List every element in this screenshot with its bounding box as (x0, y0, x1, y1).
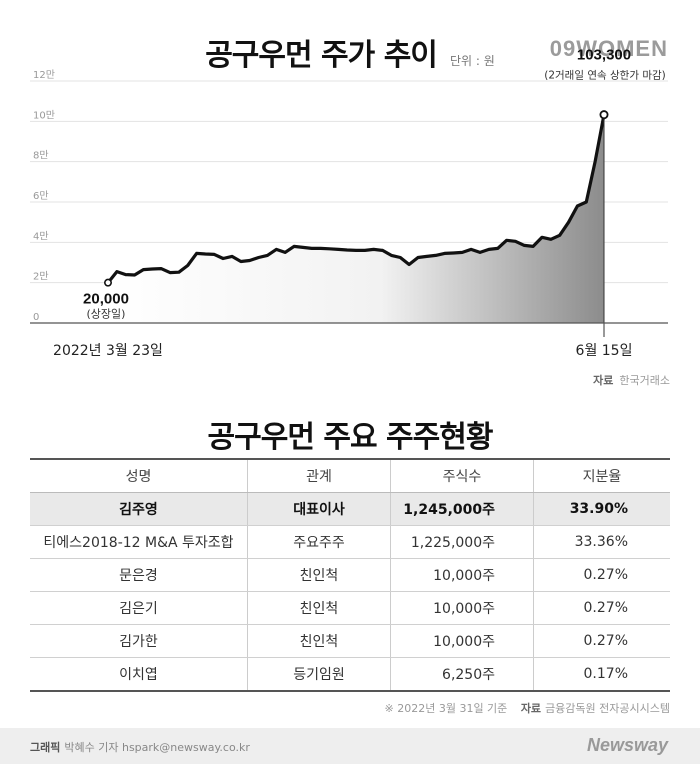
cell-ratio: 0.27% (533, 558, 670, 592)
cell-name: 김은기 (30, 591, 248, 625)
x-end-label: 6월 15일 (576, 343, 633, 359)
start-value-label: 20,000 (83, 291, 129, 308)
header-relation: 관계 (247, 458, 391, 493)
chart-source-label: 자료 (593, 374, 614, 387)
end-value-label: 103,300 (577, 47, 631, 64)
y-tick-label: 12만 (33, 69, 55, 81)
cell-relation: 대표이사 (247, 492, 391, 526)
stock-price-chart: 0 2만 4만 6만 8만 10만 12만 20,000 (상장일) 103,300 (2거… (30, 47, 668, 359)
cell-name: 이치엽 (30, 657, 248, 692)
note-source-text: 금융감독원 전자공시시스템 (545, 702, 670, 715)
table-row: 김은기 친인척 10,000주 0.27% (30, 591, 670, 625)
cell-name: 김가한 (30, 624, 248, 658)
cell-shares: 1,225,000주 (390, 525, 534, 559)
note-source-label: 자료 (520, 702, 542, 715)
newsway-logo: Newsway (586, 735, 668, 755)
note-mark: ※ (384, 702, 394, 715)
table-title: 공구우먼 주요 주주현황 (207, 420, 494, 455)
cell-relation: 친인척 (247, 558, 391, 592)
credit-text: 박혜수 기자 hspark@newsway.co.kr (64, 741, 250, 754)
y-tick-label: 0 (33, 312, 39, 323)
cell-shares: 10,000주 (390, 558, 534, 592)
y-tick-label: 4만 (33, 230, 49, 242)
brand-logo: 09WOMEN (549, 36, 668, 61)
table-row: 문은경 친인척 10,000주 0.27% (30, 558, 670, 592)
footer-bar: 그래픽 박혜수 기자 hspark@newsway.co.kr Newsway (0, 728, 700, 764)
graphic-credit: 그래픽 박혜수 기자 hspark@newsway.co.kr (30, 739, 250, 755)
table-row: 김가한 친인척 10,000주 0.27% (30, 624, 670, 658)
table-header-row: 성명 관계 주식수 지분율 (30, 458, 670, 493)
start-note-label: (상장일) (87, 307, 126, 321)
cell-relation: 친인척 (247, 591, 391, 625)
price-line (106, 113, 606, 285)
y-tick-label: 8만 (33, 150, 49, 162)
header-name: 성명 (30, 458, 248, 493)
note-text: 2022년 3월 31일 기준 (397, 702, 508, 715)
x-start-label: 2022년 3월 23일 (53, 343, 163, 359)
cell-shares: 10,000주 (390, 591, 534, 625)
end-point (599, 110, 609, 120)
y-tick-label: 2만 (33, 271, 49, 283)
cell-name: 티에스2018-12 M&A 투자조합 (30, 525, 248, 559)
cell-relation: 주요주주 (247, 525, 391, 559)
header-ratio: 지분율 (533, 458, 670, 493)
chart-source-text: 한국거래소 (619, 374, 670, 387)
header-shares: 주식수 (390, 458, 534, 493)
cell-ratio: 0.17% (533, 657, 670, 692)
cell-name: 문은경 (30, 558, 248, 592)
cell-ratio: 0.27% (533, 624, 670, 658)
cell-ratio: 33.90% (533, 492, 670, 526)
y-tick-label: 10만 (33, 109, 55, 121)
cell-name: 김주영 (30, 492, 248, 526)
start-point (104, 278, 113, 287)
cell-shares: 10,000주 (390, 624, 534, 658)
cell-shares: 1,245,000주 (390, 492, 534, 526)
table-row: 김주영 대표이사 1,245,000주 33.90% (30, 492, 670, 526)
price-area (108, 114, 604, 323)
table-row: 티에스2018-12 M&A 투자조합 주요주주 1,225,000주 33.3… (30, 525, 670, 559)
chart-source: 자료 한국거래소 (593, 372, 670, 388)
end-note-label: (2거래일 연속 상한가 마감) (544, 69, 666, 82)
table-row: 이치엽 등기임원 6,250주 0.17% (30, 657, 670, 692)
cell-shares: 6,250주 (390, 657, 534, 692)
cell-ratio: 33.36% (533, 525, 670, 559)
cell-relation: 친인척 (247, 624, 391, 658)
shareholder-table: 성명 관계 주식수 지분율 김주영 대표이사 1,245,000주 33.90%… (30, 458, 670, 692)
table-note: ※ 2022년 3월 31일 기준 자료 금융감독원 전자공시시스템 (385, 700, 671, 716)
y-tick-label: 6만 (33, 190, 49, 202)
unit-label: 단위 : 원 (450, 54, 495, 68)
cell-ratio: 0.27% (533, 591, 670, 625)
credit-label: 그래픽 (30, 741, 61, 754)
chart-title: 공구우먼 주가 추이 (205, 38, 438, 73)
cell-relation: 등기임원 (247, 657, 391, 692)
chart-title-block: 공구우먼 주가 추이 단위 : 원 (0, 30, 700, 74)
